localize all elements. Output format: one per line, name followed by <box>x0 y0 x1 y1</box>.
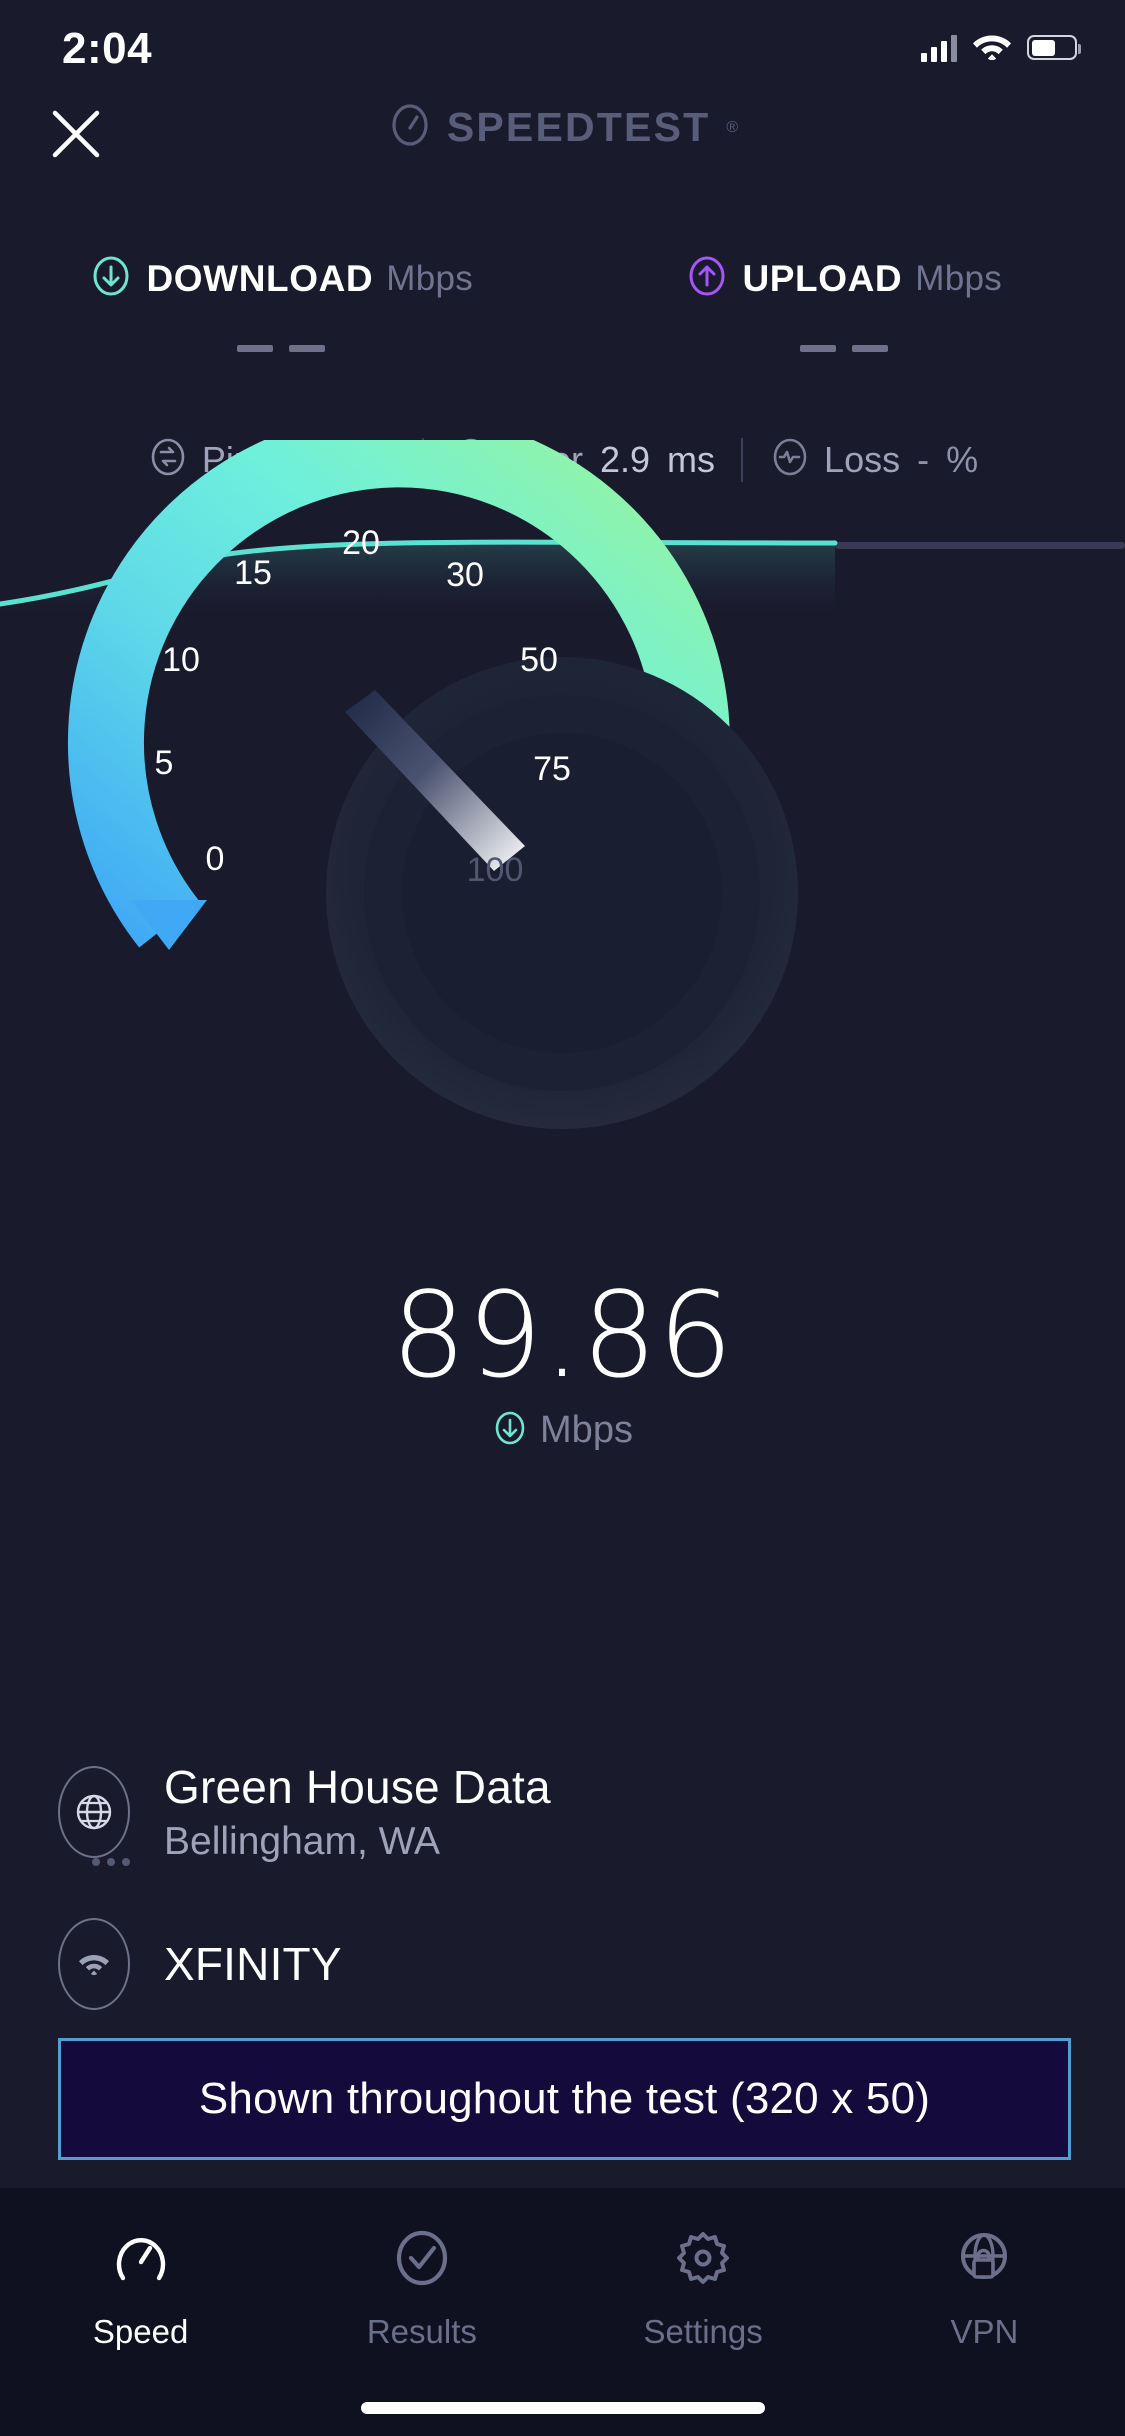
upload-value <box>799 345 888 352</box>
metric-upload: UPLOAD Mbps <box>563 252 1125 352</box>
svg-text:0: 0 <box>206 840 225 878</box>
status-bar-clock: 2:04 <box>62 24 153 73</box>
server-name: Green House Data <box>164 1761 551 1813</box>
svg-text:20: 20 <box>342 524 380 562</box>
tab-vpn-label: VPN <box>950 2313 1019 2350</box>
speed-gauge: 0 5 10 15 20 30 50 75 100 <box>0 411 1125 1140</box>
jitter-value: 2.9 <box>600 438 651 480</box>
download-label: DOWNLOAD <box>146 257 374 299</box>
speed-unit: Mbps <box>540 1409 633 1451</box>
speedometer-icon <box>109 2226 173 2295</box>
gear-icon <box>671 2226 735 2295</box>
upload-label: UPLOAD <box>742 257 903 299</box>
bottom-tab-bar: Speed Results Settings <box>0 2188 1125 2436</box>
current-speed-readout: 89.86 Mbps <box>0 1276 1125 1453</box>
jitter-unit: ms <box>667 438 716 480</box>
tab-results-label: Results <box>366 2313 477 2350</box>
app-brand: SPEEDTEST ® <box>0 102 1125 153</box>
status-bar: 2:04 <box>0 0 1125 100</box>
speed-value: 89.86 <box>391 1266 734 1404</box>
globe-icon <box>58 1766 130 1858</box>
speedtest-gauge-icon <box>387 102 433 153</box>
isp-row[interactable]: XFINITY <box>58 1918 342 2010</box>
ad-banner-text: Shown throughout the test (320 x 50) <box>198 2074 931 2123</box>
globe-lock-icon <box>952 2226 1016 2295</box>
svg-text:75: 75 <box>533 750 571 788</box>
check-circle-icon <box>390 2226 454 2295</box>
ellipsis-icon[interactable] <box>92 1858 130 1866</box>
close-icon[interactable] <box>40 98 112 170</box>
brand-text: SPEEDTEST <box>446 104 711 150</box>
wifi-circle-icon <box>58 1918 130 2010</box>
tab-settings[interactable]: Settings <box>563 2226 844 2351</box>
home-indicator[interactable] <box>360 2402 765 2414</box>
metric-download: DOWNLOAD Mbps <box>0 252 563 352</box>
download-value <box>237 345 326 352</box>
upload-unit: Mbps <box>915 258 1003 298</box>
svg-text:100: 100 <box>467 851 524 889</box>
svg-text:5: 5 <box>155 744 174 782</box>
wifi-icon <box>971 30 1013 65</box>
status-bar-indicators <box>921 30 1081 65</box>
isp-name: XFINITY <box>164 1938 342 1990</box>
tab-speed-label: Speed <box>92 2313 189 2350</box>
upload-arrow-circle-icon <box>685 252 729 305</box>
battery-icon <box>1027 35 1081 60</box>
download-unit: Mbps <box>386 258 474 298</box>
server-location: Bellingham, WA <box>164 1820 440 1863</box>
tab-speed[interactable]: Speed <box>0 2226 281 2351</box>
ad-banner[interactable]: Shown throughout the test (320 x 50) <box>58 2038 1071 2160</box>
download-arrow-circle-icon <box>492 1408 528 1453</box>
svg-text:15: 15 <box>234 554 272 592</box>
svg-text:10: 10 <box>162 641 200 679</box>
loss-icon <box>769 434 811 485</box>
download-arrow-circle-icon <box>89 252 133 305</box>
loss-label: Loss <box>824 438 901 480</box>
tab-vpn[interactable]: VPN <box>844 2226 1125 2351</box>
app-top-bar: SPEEDTEST ® <box>0 98 1125 170</box>
metrics-row: DOWNLOAD Mbps UPLOAD Mbps <box>0 252 1125 352</box>
tab-results[interactable]: Results <box>281 2226 562 2351</box>
svg-text:50: 50 <box>520 641 558 679</box>
stats-divider <box>741 437 744 482</box>
loss-value: - <box>917 438 930 480</box>
trademark-mark: ® <box>726 118 739 136</box>
tab-settings-label: Settings <box>643 2313 763 2350</box>
loss-unit: % <box>946 438 979 480</box>
svg-text:30: 30 <box>446 556 484 594</box>
signal-bars-icon <box>921 34 957 62</box>
ping-icon <box>147 434 189 485</box>
server-selector-row[interactable]: Green House Data Bellingham, WA <box>58 1760 551 1866</box>
stat-loss: Loss - % <box>743 434 1004 485</box>
